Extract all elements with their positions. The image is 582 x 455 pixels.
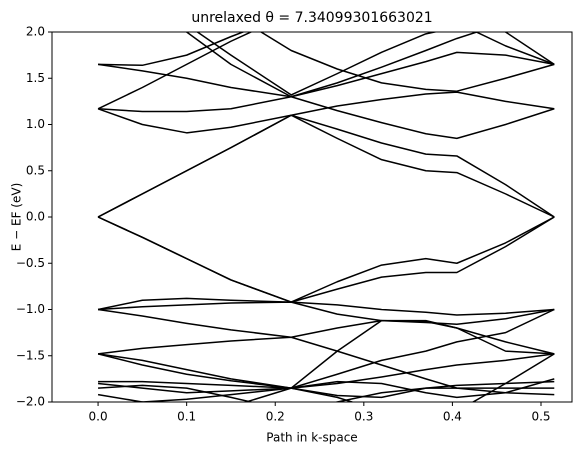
band-line	[97, 319, 555, 402]
band-line	[98, 32, 555, 67]
x-tick-label: 0.1	[177, 410, 196, 424]
band-line	[97, 91, 555, 134]
band-line	[97, 308, 555, 389]
band-line	[97, 353, 555, 402]
band-line	[196, 32, 439, 96]
band-line	[98, 384, 555, 402]
x-tick-label: 0.0	[89, 410, 108, 424]
band-line	[98, 353, 555, 389]
band-line	[97, 32, 555, 110]
plot-lines	[97, 32, 555, 402]
band-line	[97, 380, 555, 399]
y-tick-label: −1.5	[16, 348, 45, 362]
x-tick-label: 0.5	[531, 410, 550, 424]
band-line	[259, 32, 555, 92]
band-line	[98, 301, 555, 326]
y-tick-label: −1.0	[16, 302, 45, 316]
band-line	[97, 216, 555, 303]
x-tick-label: 0.3	[354, 410, 373, 424]
x-tick-label: 0.2	[266, 410, 285, 424]
y-tick-label: −0.5	[16, 256, 45, 270]
band-line	[97, 297, 555, 316]
band-line	[97, 32, 480, 98]
x-tick-label: 0.4	[443, 410, 462, 424]
band-line	[185, 32, 555, 140]
y-tick-label: −2.0	[16, 395, 45, 409]
y-tick-label: 0.0	[26, 210, 45, 224]
plot-frame	[51, 31, 573, 403]
y-tick-label: 1.5	[26, 71, 45, 85]
y-tick-label: 0.5	[26, 163, 45, 177]
x-axis-label: Path in k-space	[266, 431, 357, 445]
y-tick-label: 2.0	[26, 25, 45, 39]
band-line	[138, 378, 555, 402]
band-line	[98, 51, 555, 113]
band-line	[97, 114, 555, 218]
y-axis-label: E − EF (eV)	[10, 183, 24, 252]
chart-title: unrelaxed θ = 7.34099301663021	[191, 10, 432, 26]
y-tick-label: 1.0	[26, 117, 45, 131]
band-line	[97, 216, 555, 303]
band-line	[97, 308, 555, 355]
